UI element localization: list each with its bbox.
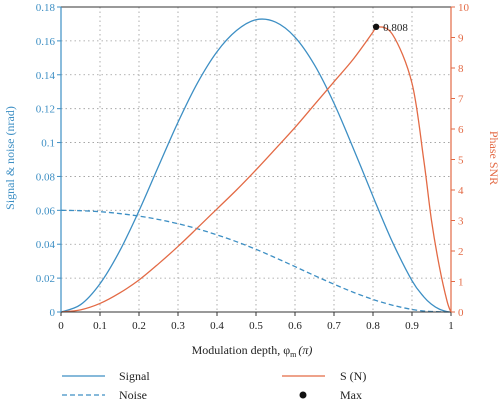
y-right-tick-label: 5 <box>458 155 464 167</box>
y-left-tick-label: 0.1 <box>41 138 55 150</box>
y-right-tick-label: 0 <box>458 307 464 319</box>
legend-signal-label: Signal <box>119 369 150 383</box>
y-right-tick-label: 10 <box>458 2 470 14</box>
x-tick-label: 0.8 <box>366 320 380 332</box>
ticks: 0 0.1 0.2 0.3 0.4 0.5 0.6 0.7 0.8 0.9 100.020.040.… <box>36 2 470 332</box>
legend-noise-label: Noise <box>119 388 147 402</box>
y-right-tick-label: 6 <box>458 124 464 136</box>
max-marker: 0.808 <box>372 22 408 34</box>
x-tick-label: 1 <box>448 320 454 332</box>
x-tick-label: 0.5 <box>249 320 263 332</box>
y-left-tick-label: 0.16 <box>36 36 56 48</box>
snr-line <box>60 26 452 313</box>
curves <box>60 18 452 313</box>
y-left-tick-label: 0.02 <box>36 273 55 285</box>
y-left-tick-label: 0.04 <box>36 239 56 251</box>
y-right-tick-label: 4 <box>458 185 464 197</box>
max-annotation: 0.808 <box>383 22 408 34</box>
grid <box>61 7 451 312</box>
max-point-dot <box>372 23 380 31</box>
y-right-tick-label: 2 <box>458 246 464 258</box>
y-left-tick-label: 0.06 <box>36 205 56 217</box>
legend: Signal Noise S (N) Max <box>62 369 366 402</box>
x-tick-label: 0.3 <box>171 320 185 332</box>
y-left-tick-label: 0.18 <box>36 2 56 14</box>
y-right-tick-label: 1 <box>458 277 464 289</box>
x-tick-label: 0.1 <box>93 320 107 332</box>
x-tick-label: 0.2 <box>132 320 146 332</box>
signal-line <box>60 18 452 313</box>
y-right-tick-label: 9 <box>458 33 464 45</box>
y-left-tick-label: 0 <box>50 307 56 319</box>
axes <box>60 6 452 313</box>
x-tick-label: 0.9 <box>405 320 419 332</box>
x-tick-label: 0.4 <box>210 320 224 332</box>
legend-max-swatch <box>299 391 307 399</box>
y-right-axis-title: Phase SNR <box>487 131 500 185</box>
x-tick-label: 0.6 <box>288 320 302 332</box>
x-axis-title: Modulation depth, φm (π) <box>192 343 313 359</box>
y-right-tick-label: 3 <box>458 216 464 228</box>
y-right-tick-label: 8 <box>458 63 464 75</box>
legend-max-label: Max <box>340 388 362 402</box>
x-tick-label: 0 <box>58 320 64 332</box>
y-left-tick-label: 0.08 <box>36 171 56 183</box>
y-left-tick-label: 0.14 <box>36 70 56 82</box>
y-right-tick-label: 7 <box>458 94 464 106</box>
y-left-axis-title: Signal & noise (nrad) <box>3 106 17 210</box>
y-left-tick-label: 0.12 <box>36 104 55 116</box>
x-tick-label: 0.7 <box>327 320 341 332</box>
legend-snr-label: S (N) <box>340 369 366 383</box>
noise-line <box>60 209 452 313</box>
